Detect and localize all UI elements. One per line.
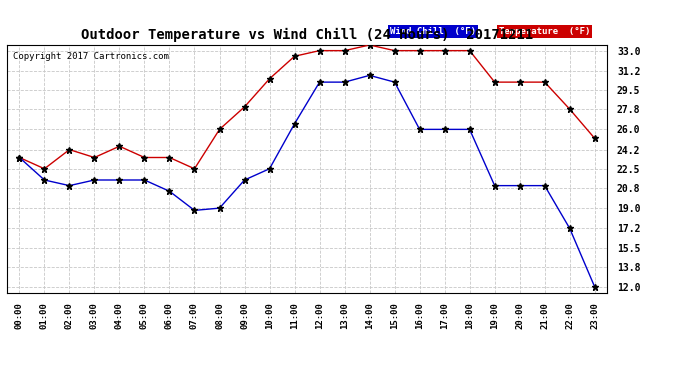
- Text: Copyright 2017 Cartronics.com: Copyright 2017 Cartronics.com: [13, 53, 169, 62]
- Title: Outdoor Temperature vs Wind Chill (24 Hours)  20171211: Outdoor Temperature vs Wind Chill (24 Ho…: [81, 28, 533, 42]
- Text: Wind Chill  (°F): Wind Chill (°F): [390, 27, 476, 36]
- Text: Temperature  (°F): Temperature (°F): [499, 27, 591, 36]
